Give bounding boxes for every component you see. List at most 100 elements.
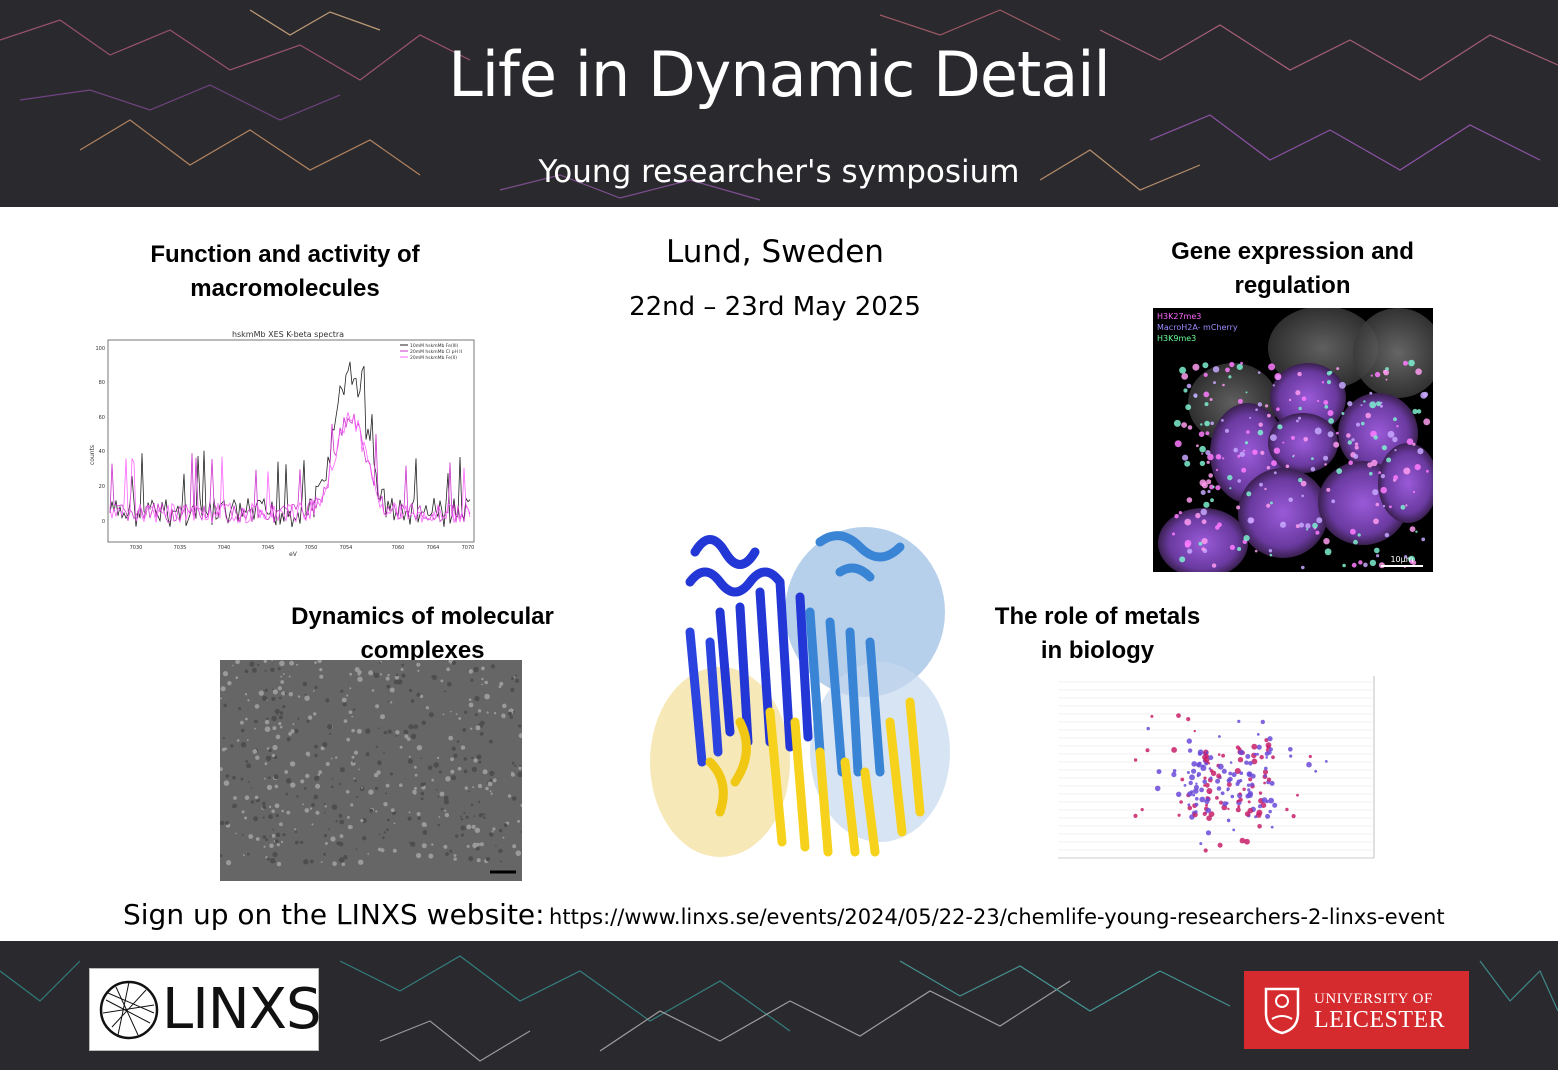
particle	[383, 831, 387, 834]
particle	[254, 704, 260, 709]
particle	[474, 713, 478, 717]
focus-spot	[1296, 419, 1299, 423]
particle	[367, 853, 370, 855]
focus-spot	[1415, 530, 1418, 533]
focus-spot	[1266, 466, 1271, 470]
particle	[271, 834, 276, 838]
focus-spot	[1225, 428, 1229, 433]
particle	[305, 773, 310, 779]
particle	[399, 783, 403, 787]
signup-link[interactable]: https://www.linxs.se/events/2024/05/22-2…	[549, 905, 1445, 929]
particle	[317, 660, 322, 664]
particle	[393, 822, 396, 825]
nmr-peak	[1269, 780, 1275, 786]
focus-spot	[1246, 430, 1250, 434]
nmr-peak	[1226, 818, 1231, 823]
nmr-peak	[1231, 772, 1237, 778]
event-location: Lund, Sweden	[666, 234, 884, 270]
particle	[282, 673, 285, 675]
focus-spot	[1353, 454, 1359, 459]
focus-spot	[1336, 367, 1340, 371]
nmr-peak	[1189, 774, 1195, 781]
particle	[361, 818, 367, 824]
particle	[518, 724, 522, 728]
particle	[471, 824, 476, 829]
y-tick-label: 60	[99, 415, 105, 421]
nmr-peak	[1199, 796, 1206, 803]
particle	[422, 830, 428, 835]
header-band: Life in Dynamic Detail Young researcher'…	[0, 0, 1558, 207]
particle	[474, 827, 481, 833]
focus-spot	[1268, 363, 1276, 371]
particle	[279, 660, 285, 667]
nmr-peak	[1289, 754, 1293, 758]
leicester-logo[interactable]: UNIVERSITY OF LEICESTER	[1244, 971, 1469, 1049]
particle	[515, 850, 522, 856]
nmr-peak	[1227, 807, 1230, 811]
nmr-peak	[1256, 809, 1263, 816]
nmr-peak	[1145, 748, 1150, 753]
focus-spot	[1215, 468, 1219, 472]
particle	[297, 717, 300, 720]
particle	[271, 809, 275, 813]
focus-spot	[1178, 511, 1182, 515]
particle	[272, 688, 274, 691]
particle	[343, 719, 348, 723]
particle	[433, 762, 439, 768]
particle	[473, 758, 478, 763]
focus-spot	[1208, 473, 1213, 478]
nmr-peak	[1255, 752, 1259, 756]
particle	[360, 819, 364, 823]
particle	[413, 786, 417, 790]
nmr-peak	[1172, 769, 1177, 773]
topic-line: regulation	[1234, 272, 1351, 299]
topic-line: in biology	[1040, 637, 1155, 664]
particle	[476, 858, 481, 863]
particle	[289, 660, 294, 666]
particle	[446, 667, 450, 672]
focus-spot	[1301, 565, 1305, 570]
particle	[300, 779, 305, 784]
focus-spot	[1351, 438, 1355, 442]
particle	[368, 670, 374, 676]
particle	[444, 809, 447, 812]
focus-spot	[1228, 375, 1232, 379]
particle	[254, 727, 257, 730]
y-tick-label: 80	[99, 380, 105, 386]
focus-spot	[1185, 404, 1192, 411]
linxs-logo[interactable]: LINXS	[89, 968, 322, 1051]
particle	[514, 764, 517, 767]
focus-spot	[1365, 412, 1371, 419]
particle	[278, 715, 283, 720]
particle	[479, 725, 483, 729]
particle	[274, 803, 280, 809]
particle	[350, 803, 354, 807]
particle	[492, 778, 497, 783]
nmr-peak	[1257, 824, 1262, 829]
particle	[309, 807, 313, 810]
nmr-peak	[1209, 769, 1214, 773]
nmr-peak	[1186, 738, 1192, 744]
particle	[341, 862, 346, 867]
particle	[463, 757, 468, 761]
nuclei-microscopy-image: H3K27me3 MacroH2A- mCherry H3K9me3 10µm	[1153, 308, 1433, 572]
particle	[511, 677, 514, 680]
particle	[383, 802, 388, 807]
particle	[349, 672, 352, 676]
nmr-peak	[1291, 814, 1296, 819]
particle	[403, 729, 409, 735]
particle	[478, 760, 482, 764]
focus-spot	[1236, 363, 1243, 370]
particle	[246, 739, 249, 742]
x-tick-label: 7050	[305, 545, 318, 551]
particle	[303, 859, 309, 865]
nmr-peak	[1221, 753, 1225, 758]
particle	[240, 728, 245, 733]
particle	[328, 828, 330, 831]
focus-spot	[1373, 435, 1378, 440]
particle	[262, 835, 267, 839]
particle	[310, 859, 314, 864]
stain-label: MacroH2A- mCherry	[1157, 323, 1238, 332]
nmr-peak	[1197, 749, 1204, 755]
focus-spot	[1201, 452, 1204, 455]
